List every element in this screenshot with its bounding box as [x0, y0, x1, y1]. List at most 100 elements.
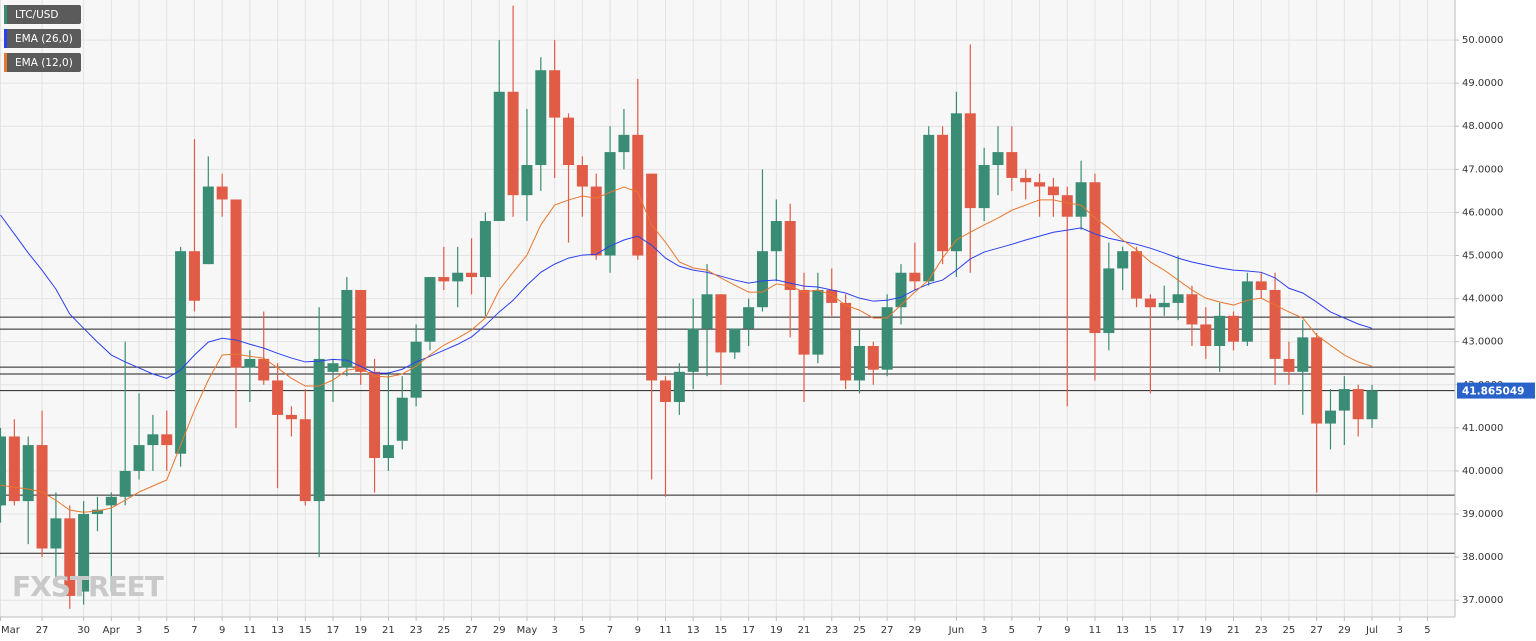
x-axis-panel [0, 617, 1455, 641]
candle-body [382, 445, 394, 459]
x-tick-label: 17 [1172, 625, 1185, 636]
x-tick-label: 21 [798, 625, 811, 636]
candle-body [466, 272, 478, 278]
candle-body [1103, 268, 1115, 334]
x-tick-label: 3 [551, 625, 557, 636]
x-tick-label: 19 [354, 625, 367, 636]
x-tick-label: 7 [1036, 625, 1042, 636]
candle-body [563, 117, 575, 166]
candle-body [1186, 294, 1198, 325]
candle-body [549, 70, 561, 118]
candle-body [909, 272, 921, 282]
candle-body [78, 514, 90, 592]
legend-box [4, 29, 81, 48]
x-tick-label: 5 [1424, 625, 1430, 636]
candle-body [729, 328, 741, 353]
candle-body [105, 496, 117, 506]
x-tick-label: Jun [948, 625, 965, 636]
x-tick-label: 13 [271, 625, 284, 636]
y-tick-label: 43.0000 [1462, 337, 1503, 348]
y-tick-label: 50.0000 [1462, 35, 1503, 46]
candle-body [327, 363, 339, 372]
x-tick-label: Mar [1, 625, 21, 636]
x-tick-label: 25 [437, 625, 450, 636]
candle-body [853, 345, 865, 381]
candle-body [715, 294, 727, 353]
watermark: FXSTREET [12, 570, 164, 603]
candle-body [840, 302, 852, 381]
candle-body [646, 173, 658, 381]
candle-body [743, 307, 755, 329]
candle-body [590, 186, 602, 256]
y-tick-label: 38.0000 [1462, 552, 1503, 563]
y-tick-label: 41.0000 [1462, 423, 1503, 434]
x-tick-label: 13 [1116, 625, 1129, 636]
candle-body [285, 414, 297, 420]
x-tick-label: 17 [327, 625, 340, 636]
price-label-box [1457, 382, 1535, 399]
candle-body [1338, 389, 1350, 411]
candle-body [36, 445, 48, 549]
candle-body [493, 91, 505, 222]
candle-body [341, 289, 353, 368]
x-tick-label: 27 [881, 625, 894, 636]
candle-body [396, 397, 408, 441]
ema-line [0, 214, 1373, 379]
levels [0, 316, 1455, 554]
candle-body [244, 358, 256, 368]
candle-body [1366, 390, 1378, 420]
candle-body [1241, 281, 1253, 342]
grid [0, 0, 1455, 617]
x-tick-label: 5 [579, 625, 585, 636]
candle-body [756, 251, 768, 308]
candle-body [1214, 315, 1226, 346]
ema-line [0, 186, 1373, 513]
x-tick-label: 9 [1064, 625, 1070, 636]
y-tick-label: 40.0000 [1462, 466, 1503, 477]
candles [0, 5, 1378, 609]
y-tick-label: 49.0000 [1462, 78, 1503, 89]
candle-body [272, 380, 284, 415]
candle-body [784, 221, 796, 290]
candle-body [1324, 410, 1336, 424]
x-tick-label: 9 [219, 625, 225, 636]
candle-body [175, 251, 187, 454]
legend-box [4, 5, 81, 24]
candle-body [216, 186, 228, 200]
candle-body [659, 380, 671, 402]
y-tick-label: 47.0000 [1462, 164, 1503, 175]
candle-body [1117, 251, 1129, 269]
candle-body [230, 199, 242, 368]
x-tick-label: 25 [1283, 625, 1296, 636]
x-tick-label: 21 [1227, 625, 1240, 636]
legend-marker [4, 5, 7, 24]
legend: LTC/USD EMA (26,0) EMA (12,0) [4, 5, 81, 72]
x-tick-label: 11 [659, 625, 672, 636]
x-tick-label: 27 [1310, 625, 1323, 636]
plot-background [0, 0, 1455, 617]
x-tick-label: 19 [770, 625, 783, 636]
candle-body [188, 251, 200, 301]
candle-body [618, 134, 630, 153]
candle-body [369, 371, 381, 459]
indicator-lines [0, 186, 1373, 513]
price-label: 41.865049 [1462, 386, 1524, 398]
candle-body [202, 186, 214, 265]
x-tick-label: 30 [77, 625, 90, 636]
candle-body [937, 134, 949, 252]
y-tick-label: 39.0000 [1462, 509, 1503, 520]
x-tick-label: 3 [1397, 625, 1403, 636]
x-tick-label: 7 [607, 625, 613, 636]
x-tick-label: 3 [136, 625, 142, 636]
candle-body [424, 277, 436, 342]
x-tick-label: 29 [1338, 625, 1351, 636]
x-tick-label: 17 [742, 625, 755, 636]
x-tick-label: 11 [1089, 625, 1102, 636]
x-tick-label: 29 [493, 625, 506, 636]
candle-body [1255, 281, 1267, 290]
candle-body [535, 70, 547, 166]
legend-label: EMA (12,0) [15, 57, 73, 69]
candle-body [701, 294, 713, 329]
